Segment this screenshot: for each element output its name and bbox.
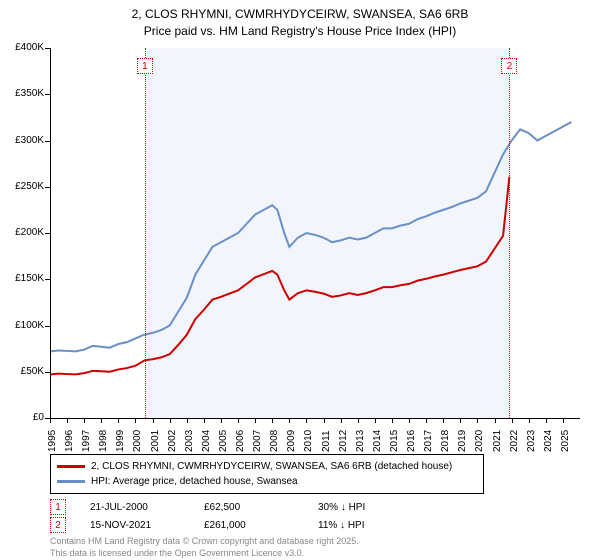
legend-label-hpi: HPI: Average price, detached house, Swan… (91, 474, 298, 489)
chart-svg (50, 48, 580, 418)
y-tick-label: £200K (0, 227, 50, 238)
y-tick-label: £250K (0, 181, 50, 192)
copyright-line2: This data is licensed under the Open Gov… (50, 548, 304, 558)
legend-row-hpi: HPI: Average price, detached house, Swan… (57, 474, 477, 489)
title-subtitle: Price paid vs. HM Land Registry's House … (144, 24, 456, 38)
y-tick-label: £150K (0, 273, 50, 284)
legend-swatch-price (57, 465, 85, 468)
y-tick-label: £50K (0, 366, 50, 377)
legend-row-price: 2, CLOS RHYMNI, CWMRHYDYCEIRW, SWANSEA, … (57, 459, 477, 474)
chart-container: 2, CLOS RHYMNI, CWMRHYDYCEIRW, SWANSEA, … (0, 0, 600, 560)
sale-row: 121-JUL-2000£62,50030% ↓ HPI (50, 498, 408, 516)
sale-marker: 2 (501, 58, 517, 74)
sales-table: 121-JUL-2000£62,50030% ↓ HPI215-NOV-2021… (50, 498, 408, 534)
sale-marker: 1 (137, 58, 153, 74)
legend-swatch-hpi (57, 480, 85, 483)
y-tick-label: £100K (0, 320, 50, 331)
legend-label-price: 2, CLOS RHYMNI, CWMRHYDYCEIRW, SWANSEA, … (91, 459, 452, 474)
y-tick-label: £300K (0, 135, 50, 146)
legend: 2, CLOS RHYMNI, CWMRHYDYCEIRW, SWANSEA, … (50, 454, 484, 494)
copyright-line1: Contains HM Land Registry data © Crown c… (50, 536, 359, 546)
chart-title: 2, CLOS RHYMNI, CWMRHYDYCEIRW, SWANSEA, … (0, 0, 600, 40)
plot-area: £0£50K£100K£150K£200K£250K£300K£350K£400… (50, 48, 580, 418)
title-address: 2, CLOS RHYMNI, CWMRHYDYCEIRW, SWANSEA, … (132, 7, 469, 21)
copyright: Contains HM Land Registry data © Crown c… (50, 536, 359, 559)
y-tick-label: £400K (0, 42, 50, 53)
sale-row: 215-NOV-2021£261,00011% ↓ HPI (50, 516, 408, 534)
y-tick-label: £0 (0, 412, 50, 423)
y-tick-label: £350K (0, 88, 50, 99)
